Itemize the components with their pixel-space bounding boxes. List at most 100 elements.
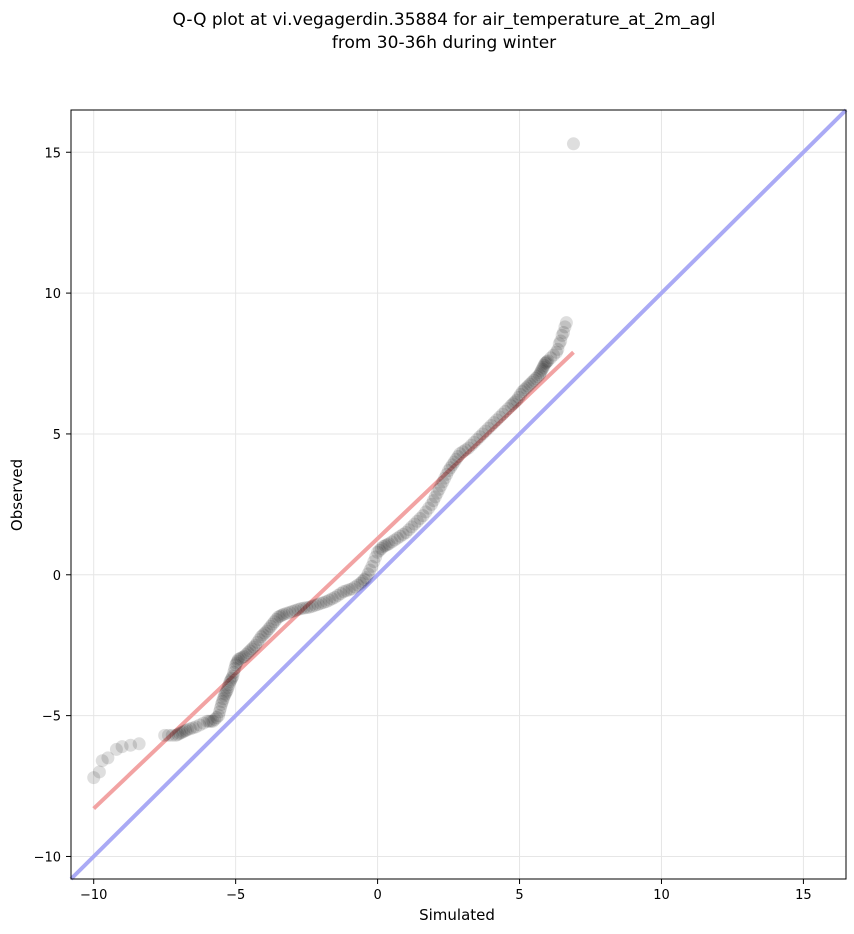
data-point	[498, 404, 512, 418]
x-tick-label: −5	[226, 888, 245, 903]
data-point	[283, 605, 297, 619]
data-point	[202, 714, 216, 728]
data-point	[440, 467, 454, 481]
data-point	[215, 695, 229, 709]
data-point	[224, 673, 238, 687]
data-point	[367, 555, 381, 569]
data-point	[334, 587, 348, 601]
data-point	[426, 494, 440, 508]
data-point	[214, 697, 228, 711]
data-point	[515, 385, 529, 399]
data-point	[355, 574, 369, 588]
data-point	[317, 595, 331, 609]
data-point	[222, 678, 236, 692]
data-point	[288, 603, 302, 617]
data-point	[221, 680, 235, 694]
data-point	[262, 622, 276, 636]
data-point	[529, 372, 543, 386]
data-point	[173, 726, 187, 740]
data-point	[216, 692, 230, 706]
data-point	[308, 598, 322, 612]
data-point	[345, 582, 359, 596]
data-point	[208, 712, 222, 726]
data-point	[453, 447, 467, 461]
data-point	[371, 545, 385, 559]
data-point	[428, 490, 442, 504]
data-point	[413, 511, 427, 525]
data-point	[531, 370, 545, 384]
data-point	[554, 334, 568, 348]
data-point	[235, 650, 249, 664]
x-tick-label: 5	[515, 888, 523, 903]
data-point	[280, 606, 294, 620]
data-point	[178, 724, 192, 738]
data-point	[233, 651, 247, 665]
y-tick-label: 10	[44, 287, 61, 302]
data-point	[525, 375, 539, 389]
data-point	[189, 720, 203, 734]
data-point	[212, 709, 226, 723]
data-point	[331, 588, 345, 602]
data-point	[223, 675, 237, 689]
data-point	[219, 685, 233, 699]
data-point	[87, 771, 101, 785]
data-point	[115, 740, 129, 754]
data-point	[537, 358, 551, 372]
data-point	[372, 543, 386, 557]
chart-subtitle: from 30-36h during winter	[332, 33, 556, 53]
data-point	[237, 649, 251, 663]
data-point	[249, 638, 263, 652]
data-point	[449, 452, 463, 466]
data-point	[559, 316, 573, 330]
data-point	[300, 601, 314, 615]
data-point	[256, 628, 270, 642]
data-point	[555, 328, 569, 342]
x-tick-label: 15	[795, 888, 812, 903]
data-point	[541, 354, 555, 368]
x-axis-ticks: −10 −5 0 5 10 15	[80, 879, 812, 903]
data-point	[535, 362, 549, 376]
data-point	[365, 559, 379, 573]
data-point	[177, 725, 191, 739]
data-point	[496, 407, 510, 421]
data-point	[490, 413, 504, 427]
data-point	[169, 728, 183, 742]
data-point	[213, 705, 227, 719]
data-point	[487, 416, 501, 430]
data-point	[180, 723, 194, 737]
data-point	[297, 601, 311, 615]
data-point	[92, 765, 106, 779]
data-point	[523, 377, 537, 391]
data-point	[109, 742, 123, 756]
data-point	[183, 722, 197, 736]
data-point	[245, 642, 259, 656]
data-point	[432, 482, 446, 496]
data-point	[484, 418, 498, 432]
data-point	[285, 604, 299, 618]
data-point	[407, 517, 421, 531]
data-point	[210, 711, 224, 725]
y-axis-label: Observed	[8, 459, 26, 531]
data-point	[227, 665, 241, 679]
data-point	[422, 501, 436, 515]
data-point	[165, 728, 179, 742]
data-point	[544, 351, 558, 365]
data-point	[461, 441, 475, 455]
data-point	[342, 583, 356, 597]
data-point	[443, 461, 457, 475]
data-point	[339, 584, 353, 598]
data-point	[540, 355, 554, 369]
data-point	[266, 617, 280, 631]
data-point	[171, 727, 185, 741]
data-point	[314, 596, 328, 610]
data-point	[447, 455, 461, 469]
data-point	[369, 550, 383, 564]
data-point	[291, 603, 305, 617]
y-tick-label: −10	[34, 850, 61, 865]
data-point	[101, 751, 115, 765]
data-point	[442, 464, 456, 478]
data-point	[508, 395, 522, 409]
data-point	[533, 366, 547, 380]
data-point	[419, 505, 433, 519]
data-point	[478, 424, 492, 438]
